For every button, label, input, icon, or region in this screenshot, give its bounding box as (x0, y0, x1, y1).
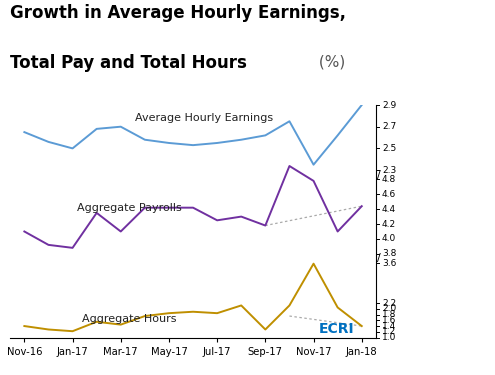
Text: 2.2: 2.2 (382, 298, 396, 307)
Text: Average Hourly Earnings: Average Hourly Earnings (135, 113, 273, 123)
Text: Total Pay and Total Hours: Total Pay and Total Hours (10, 54, 247, 72)
Text: Aggregate Payrolls: Aggregate Payrolls (77, 202, 182, 213)
Text: 4.4: 4.4 (382, 205, 396, 214)
Text: 1.4: 1.4 (382, 321, 396, 330)
Text: 1.0: 1.0 (382, 333, 396, 342)
Text: 1.6: 1.6 (382, 316, 396, 325)
Text: (%): (%) (314, 54, 346, 69)
Text: 2.5: 2.5 (382, 144, 396, 153)
Text: /: / (377, 254, 381, 264)
Text: 3.6: 3.6 (382, 259, 396, 268)
Text: /: / (377, 170, 381, 180)
Text: 4.8: 4.8 (382, 175, 396, 184)
Text: 3.8: 3.8 (382, 249, 396, 258)
Text: 1.2: 1.2 (382, 327, 396, 336)
Text: 2.9: 2.9 (382, 100, 396, 109)
Text: 4.6: 4.6 (382, 190, 396, 199)
Text: ECRI: ECRI (319, 322, 354, 336)
Text: 1.8: 1.8 (382, 310, 396, 319)
Text: 2.7: 2.7 (382, 122, 396, 131)
Text: Growth in Average Hourly Earnings,: Growth in Average Hourly Earnings, (10, 4, 346, 22)
Text: Aggregate Hours: Aggregate Hours (82, 314, 177, 324)
Text: 2.0: 2.0 (382, 304, 396, 313)
Text: 2.3: 2.3 (382, 166, 396, 175)
Text: 4.0: 4.0 (382, 234, 396, 243)
Text: 4.2: 4.2 (382, 219, 396, 228)
